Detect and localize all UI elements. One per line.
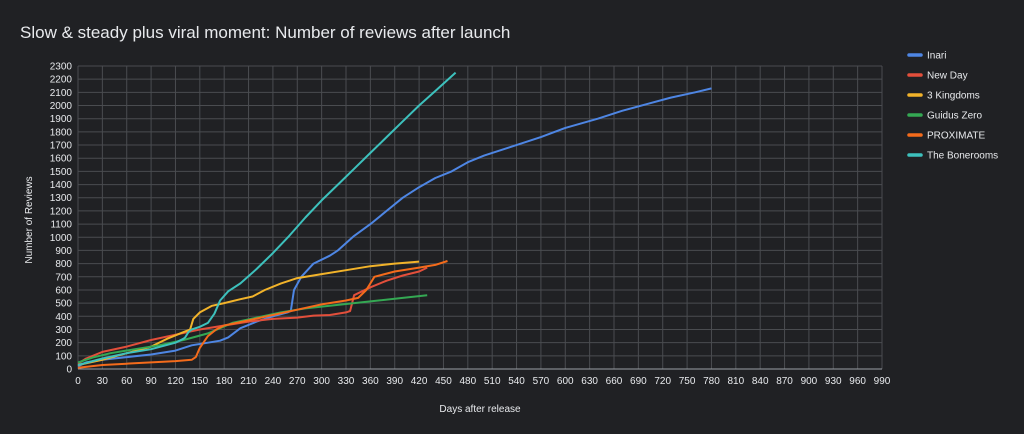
y-tick-label: 1900 [50, 114, 73, 125]
y-tick-label: 1100 [50, 220, 72, 231]
y-tick-label: 1300 [50, 193, 73, 204]
x-tick-label: 570 [533, 376, 550, 387]
y-tick-label: 0 [66, 365, 72, 376]
x-tick-label: 840 [752, 376, 769, 387]
x-tick-label: 360 [362, 376, 379, 387]
x-tick-label: 300 [313, 376, 330, 387]
x-tick-label: 510 [484, 376, 501, 387]
y-tick-label: 2000 [50, 101, 73, 112]
x-tick-label: 690 [630, 376, 647, 387]
y-tick-label: 700 [55, 272, 72, 283]
y-tick-label: 400 [55, 312, 72, 323]
x-tick-label: 930 [825, 376, 842, 387]
y-tick-label: 1700 [50, 141, 73, 152]
x-tick-label: 960 [849, 376, 866, 387]
y-tick-label: 1800 [50, 127, 73, 138]
x-tick-label: 210 [240, 376, 257, 387]
x-tick-label: 240 [265, 376, 282, 387]
series-line-new-day [77, 266, 428, 365]
x-tick-label: 870 [776, 376, 793, 387]
x-tick-label: 0 [75, 376, 81, 387]
x-tick-label: 540 [508, 376, 525, 387]
grid [77, 65, 883, 370]
x-tick-label: 30 [97, 376, 109, 387]
y-tick-label: 2100 [50, 88, 73, 99]
x-tick-label: 330 [338, 376, 355, 387]
x-axis-label: Days after release [439, 404, 521, 415]
x-tick-label: 600 [557, 376, 574, 387]
x-tick-label: 660 [606, 376, 623, 387]
x-tick-label: 810 [727, 376, 744, 387]
y-tick-label: 500 [55, 299, 72, 310]
y-tick-label: 300 [55, 325, 72, 336]
x-tick-label: 150 [191, 376, 208, 387]
series-line-proximate [77, 260, 448, 369]
legend: Inari New Day 3 Kingdoms Guidus Zero PROXIMA… [907, 51, 998, 162]
x-tick-label: 900 [801, 376, 818, 387]
x-tick-label: 120 [167, 376, 184, 387]
x-tick-label: 270 [289, 376, 306, 387]
series-lines [77, 71, 712, 369]
x-tick-label: 780 [703, 376, 720, 387]
x-tick-label: 180 [216, 376, 233, 387]
legend-label: New Day [927, 71, 968, 82]
y-tick-label: 1200 [50, 206, 73, 217]
x-tick-label: 630 [581, 376, 598, 387]
x-tick-label: 720 [654, 376, 671, 387]
y-tick-label: 100 [55, 351, 72, 362]
x-tick-label: 390 [386, 376, 403, 387]
x-tick-label: 750 [679, 376, 696, 387]
y-tick-label: 1500 [50, 167, 73, 178]
y-tick-label: 600 [55, 285, 72, 296]
chart-title: Slow & steady plus viral moment: Number … [20, 23, 510, 42]
y-tick-label: 900 [55, 246, 72, 257]
x-tick-label: 60 [121, 376, 133, 387]
y-axis-ticks: 0 100 200 300 400 500 600 700 800 900 1000 1100 1200… [50, 62, 73, 376]
y-axis-label: Number of Reviews [24, 176, 35, 263]
x-tick-label: 480 [459, 376, 476, 387]
y-tick-label: 800 [55, 259, 72, 270]
series-line-3-kingdoms [77, 260, 420, 366]
x-tick-label: 990 [874, 376, 891, 387]
x-tick-label: 420 [411, 376, 428, 387]
x-tick-label: 450 [435, 376, 452, 387]
y-tick-label: 1600 [50, 154, 73, 165]
legend-label: PROXIMATE [927, 131, 985, 142]
legend-label: The Bonerooms [927, 151, 998, 162]
legend-label: 3 Kingdoms [927, 91, 980, 102]
series-line-inari [77, 87, 712, 368]
legend-label: Inari [927, 51, 946, 62]
y-tick-label: 200 [55, 338, 72, 349]
y-tick-label: 2300 [50, 62, 73, 73]
y-tick-label: 1400 [50, 180, 73, 191]
x-axis-ticks: 0 30 60 90 120 150 180 210 240 270 300 330 360 390 420… [75, 376, 891, 387]
legend-label: Guidus Zero [927, 111, 982, 122]
y-tick-label: 2200 [50, 75, 73, 86]
x-tick-label: 90 [146, 376, 158, 387]
series-line-the-bonerooms [77, 71, 457, 366]
y-tick-label: 1000 [50, 233, 73, 244]
